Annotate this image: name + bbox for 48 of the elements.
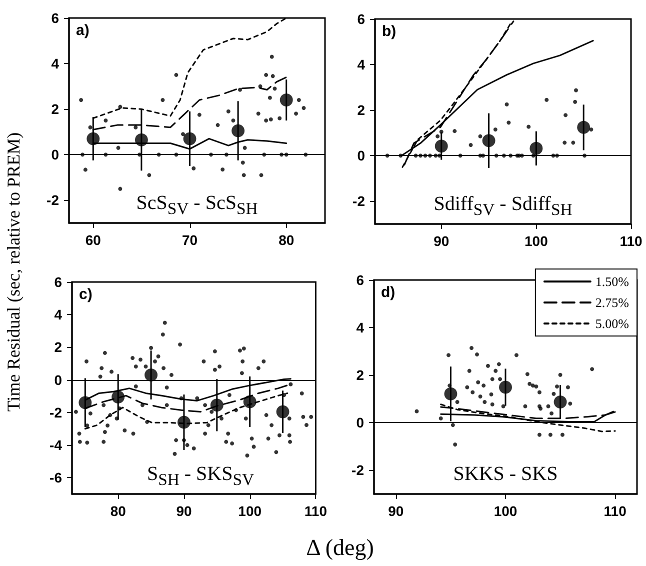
y-tick-label: 2 — [54, 339, 62, 356]
y-tick-label: 4 — [51, 56, 60, 72]
x-tick-label: 100 — [524, 233, 548, 249]
x-tick-label: 100 — [494, 503, 518, 519]
x-tick-label: 110 — [304, 503, 328, 519]
annotation: S$_{SH}$ - SKS$_{SV}$ — [146, 463, 254, 490]
y-tick-label: 4 — [357, 56, 366, 73]
x-tick-label: 100 — [238, 503, 262, 519]
x-axis-title: Δ (deg) — [306, 535, 374, 561]
annotation: d) — [381, 284, 396, 301]
y-tick-label: -6 — [50, 470, 62, 486]
annotation: b) — [382, 23, 396, 40]
y-tick-label: -2 — [50, 404, 62, 420]
y-tick-label: -2 — [352, 193, 366, 210]
y-tick-label: 6 — [356, 272, 364, 288]
annotation: SKKS - SKS — [453, 463, 558, 486]
y-tick-label: 0 — [51, 146, 60, 163]
x-tick-label: 90 — [388, 503, 404, 519]
x-tick-label: 80 — [278, 232, 294, 248]
x-tick-label: 110 — [604, 503, 627, 519]
annotation: Sdiff$_{SV}$ - Sdiff$_{SH}$ — [434, 193, 572, 220]
y-tick-label: 6 — [51, 10, 60, 26]
y-tick-label: 4 — [54, 306, 62, 323]
y-tick-label: 0 — [357, 148, 366, 164]
x-tick-label: 60 — [85, 232, 102, 248]
y-tick-label: 2 — [356, 367, 364, 384]
legend-label: 2.75% — [595, 295, 630, 310]
y-tick-label: 0 — [54, 372, 62, 388]
y-tick-label: 6 — [357, 11, 366, 27]
legend-label: 1.50% — [595, 274, 630, 289]
y-tick-label: -2 — [46, 192, 60, 208]
y-tick-label: 0 — [356, 414, 364, 431]
x-tick-label: 70 — [182, 232, 198, 248]
x-tick-label: 110 — [620, 233, 643, 249]
y-tick-label: 6 — [54, 274, 62, 290]
y-tick-label: -4 — [50, 437, 62, 454]
annotation: c) — [79, 286, 92, 303]
y-tick-label: 2 — [357, 102, 366, 118]
annotation: a) — [76, 22, 90, 39]
x-tick-label: 90 — [434, 233, 450, 249]
y-axis-title: Time Residual (sec, relative to PREM) — [4, 132, 24, 412]
annotation: ScS$_{SV}$ - ScS$_{SH}$ — [136, 192, 258, 219]
legend-label: 5.00% — [595, 316, 630, 331]
x-tick-label: 80 — [110, 503, 126, 519]
x-tick-label: 90 — [176, 503, 192, 519]
y-tick-label: 2 — [51, 101, 60, 118]
y-tick-label: -2 — [352, 462, 364, 478]
y-tick-label: 4 — [356, 320, 364, 336]
